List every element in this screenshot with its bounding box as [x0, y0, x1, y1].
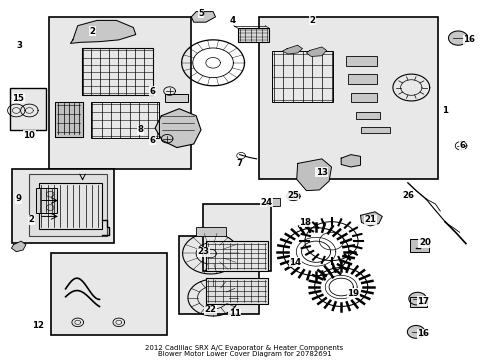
- Polygon shape: [191, 12, 215, 22]
- Text: Blower Motor Lower Cover Diagram for 20782691: Blower Motor Lower Cover Diagram for 207…: [157, 351, 331, 357]
- Bar: [205, 278, 267, 303]
- Polygon shape: [306, 47, 326, 57]
- Polygon shape: [155, 109, 201, 148]
- Text: 3: 3: [17, 41, 22, 50]
- Bar: [39, 183, 102, 229]
- Bar: [49, 17, 191, 169]
- Text: 24: 24: [260, 198, 272, 207]
- Text: 2: 2: [308, 16, 315, 25]
- Bar: [205, 241, 267, 271]
- Text: 13: 13: [315, 168, 327, 177]
- Bar: [348, 74, 377, 84]
- Bar: [12, 169, 114, 243]
- Bar: [360, 127, 389, 134]
- Bar: [10, 87, 46, 130]
- Text: 2: 2: [29, 215, 35, 224]
- Text: 25: 25: [286, 191, 298, 200]
- Text: 17: 17: [416, 297, 428, 306]
- Text: 16: 16: [417, 329, 428, 338]
- Bar: [196, 227, 225, 236]
- Bar: [409, 239, 428, 252]
- Bar: [237, 28, 268, 42]
- Polygon shape: [70, 21, 136, 44]
- Bar: [350, 93, 377, 102]
- Text: 4: 4: [229, 16, 235, 25]
- Text: 16: 16: [462, 35, 474, 44]
- Polygon shape: [360, 212, 382, 226]
- Bar: [355, 112, 379, 119]
- Polygon shape: [286, 192, 300, 201]
- Text: 26: 26: [402, 191, 414, 200]
- Text: 19: 19: [346, 288, 359, 297]
- Polygon shape: [55, 102, 82, 137]
- Bar: [259, 17, 437, 179]
- Text: 8: 8: [137, 125, 143, 134]
- Text: 20: 20: [418, 238, 430, 247]
- Text: 22: 22: [204, 306, 216, 315]
- Bar: [409, 297, 427, 307]
- Bar: [51, 253, 167, 335]
- Text: 15: 15: [12, 94, 24, 103]
- Polygon shape: [408, 292, 426, 305]
- Text: 1: 1: [441, 106, 447, 115]
- Text: 6: 6: [458, 141, 464, 150]
- Text: 23: 23: [197, 247, 209, 256]
- Polygon shape: [282, 45, 302, 54]
- Text: 11: 11: [228, 309, 240, 318]
- Text: 5: 5: [198, 9, 203, 18]
- Text: 6: 6: [149, 86, 155, 95]
- Bar: [203, 204, 270, 271]
- Polygon shape: [11, 241, 26, 252]
- Text: 18: 18: [298, 218, 310, 227]
- Text: 2012 Cadillac SRX A/C Evaporator & Heater Components: 2012 Cadillac SRX A/C Evaporator & Heate…: [145, 345, 343, 351]
- Polygon shape: [407, 325, 424, 338]
- Bar: [36, 188, 57, 213]
- Text: 7: 7: [236, 159, 242, 168]
- Bar: [29, 174, 106, 236]
- Text: 21: 21: [364, 215, 375, 224]
- Text: 14: 14: [288, 258, 301, 267]
- Bar: [164, 94, 187, 102]
- Polygon shape: [296, 159, 331, 191]
- Text: 10: 10: [23, 131, 35, 140]
- Text: 12: 12: [32, 321, 43, 330]
- Polygon shape: [447, 31, 467, 45]
- Bar: [81, 48, 153, 95]
- Bar: [346, 56, 377, 66]
- Polygon shape: [341, 154, 360, 167]
- Bar: [33, 183, 61, 218]
- Text: 9: 9: [15, 194, 21, 203]
- Bar: [91, 102, 159, 138]
- Bar: [179, 236, 259, 314]
- Text: 2: 2: [89, 27, 95, 36]
- Bar: [271, 51, 332, 102]
- Text: 6: 6: [149, 136, 155, 145]
- Bar: [267, 198, 279, 206]
